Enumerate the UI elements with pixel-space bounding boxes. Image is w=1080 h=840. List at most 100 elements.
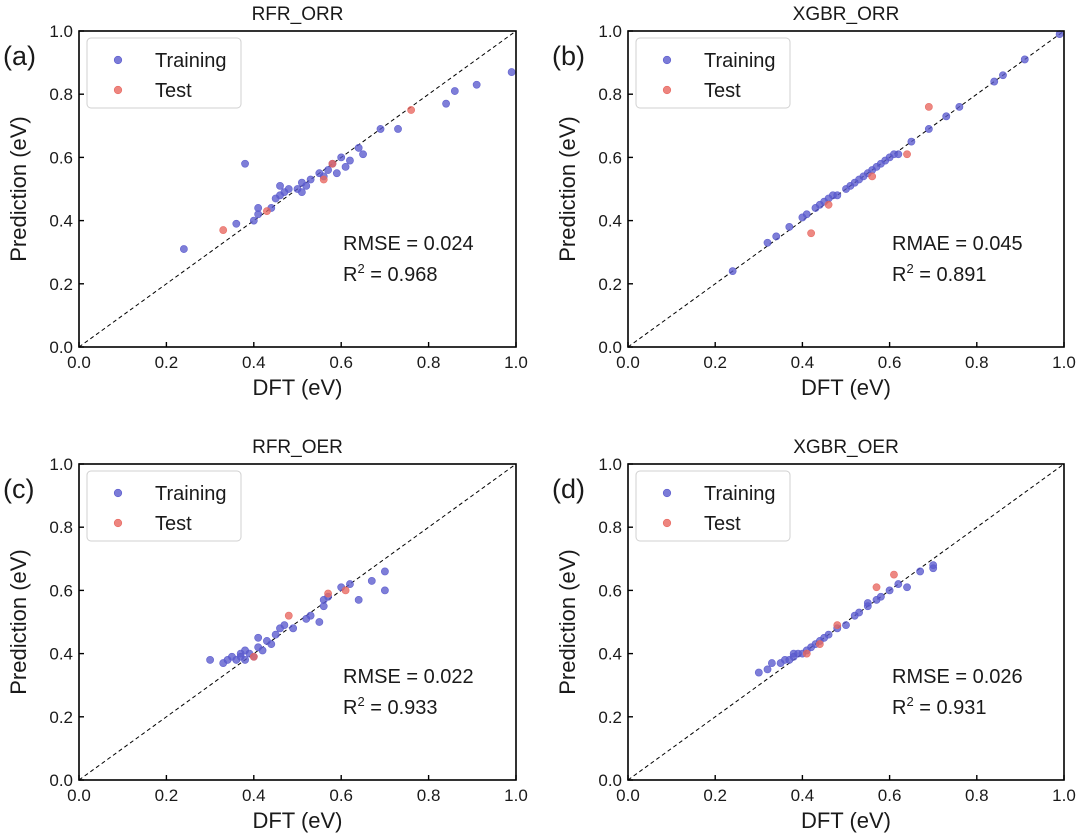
y-tick-label: 0.6 xyxy=(598,148,622,167)
panel-d: (d) XGBR_OER 0.0 0.2 0.4 0.6 0.8 1.0 0.0 0.2 0.4 0.… xyxy=(552,437,1076,833)
legend-marker-test xyxy=(113,85,123,95)
training-point xyxy=(394,125,402,133)
training-point xyxy=(332,169,341,178)
test-point xyxy=(341,586,350,595)
y-axis-label: Prediction (eV) xyxy=(555,116,580,262)
training-point xyxy=(306,611,315,620)
training-point xyxy=(249,216,258,225)
test-point xyxy=(924,102,933,111)
legend-label-training: Training xyxy=(155,50,227,72)
training-point xyxy=(271,630,280,639)
training-point xyxy=(833,191,842,200)
training-point xyxy=(297,188,306,197)
test-point xyxy=(249,652,258,661)
training-point xyxy=(802,210,811,219)
x-tick-label: 1.0 xyxy=(504,353,528,372)
training-point xyxy=(254,633,263,642)
test-point xyxy=(219,226,228,234)
y-tick-label: 0.8 xyxy=(598,518,622,537)
training-point xyxy=(999,71,1007,80)
training-point xyxy=(924,125,933,133)
y-tick-label: 0.4 xyxy=(598,645,622,664)
x-axis-label: DFT (eV) xyxy=(801,375,891,400)
y-axis-label: Prediction (eV) xyxy=(6,549,31,695)
legend-marker-training xyxy=(113,488,123,498)
legend-box xyxy=(635,37,791,109)
training-point xyxy=(894,150,903,159)
x-tick-label: 0.0 xyxy=(67,786,91,805)
y-tick-label: 0.6 xyxy=(49,148,73,167)
x-tick-label: 1.0 xyxy=(1052,786,1076,805)
panel-b: (b) XGBR_ORR 0.0 0.2 0.4 0.6 0.8 1.0 0.0 0.2 0.4 0.… xyxy=(552,4,1076,400)
training-point xyxy=(280,621,289,630)
y-tick-label: 0.4 xyxy=(49,212,73,231)
y-tick-label: 0.2 xyxy=(598,708,622,727)
training-point xyxy=(442,99,450,108)
x-tick-label: 0.2 xyxy=(703,786,727,805)
y-tick-label: 0.2 xyxy=(598,275,622,294)
plot-frame xyxy=(627,30,1065,348)
panel-a: (a) RFR_ORR 0.0 0.2 0.4 0.6 0.8 1.0 0.0 0.2 0.4 0.6… xyxy=(3,4,528,400)
x-tick-label: 0.4 xyxy=(791,353,815,372)
training-point xyxy=(306,175,315,184)
plot-frame xyxy=(627,463,1065,781)
legend-marker-training xyxy=(662,488,672,498)
training-point xyxy=(728,267,737,276)
panel-title: XGBR_ORR xyxy=(793,4,900,25)
x-tick-label: 0.8 xyxy=(965,353,989,372)
test-point xyxy=(319,175,328,184)
test-point xyxy=(815,640,824,649)
training-point xyxy=(254,204,263,212)
x-axis-label: DFT (eV) xyxy=(801,808,891,833)
r-squared: R2 = 0.933 xyxy=(343,694,438,719)
legend-box xyxy=(86,37,242,109)
x-tick-label: 0.0 xyxy=(616,786,640,805)
test-point xyxy=(903,150,911,159)
y-tick-label: 0.0 xyxy=(598,338,622,357)
x-tick-label: 0.6 xyxy=(329,786,353,805)
legend-label-test: Test xyxy=(704,513,741,535)
training-point xyxy=(267,640,276,649)
training-point xyxy=(894,580,903,588)
test-point xyxy=(833,621,842,630)
y-tick-label: 0.6 xyxy=(49,581,73,600)
error-metric: RMSE = 0.024 xyxy=(343,233,474,255)
x-tick-label: 0.8 xyxy=(417,353,441,372)
legend-label-training: Training xyxy=(704,483,776,505)
training-point xyxy=(346,156,354,165)
y-tick-label: 0.6 xyxy=(598,581,622,600)
x-tick-label: 0.8 xyxy=(965,786,989,805)
test-point xyxy=(824,200,833,209)
training-point xyxy=(341,162,350,171)
x-tick-label: 1.0 xyxy=(504,786,528,805)
y-tick-label: 0.8 xyxy=(49,85,73,104)
y-tick-label: 1.0 xyxy=(598,455,622,474)
legend-marker-training xyxy=(113,55,123,65)
legend-marker-training xyxy=(662,55,672,65)
training-point xyxy=(354,144,363,152)
training-point xyxy=(302,181,311,190)
training-point xyxy=(232,219,241,228)
legend-label-test: Test xyxy=(155,80,192,102)
training-point xyxy=(942,112,951,121)
training-point xyxy=(507,68,516,76)
training-point xyxy=(763,665,772,674)
legend-marker-test xyxy=(113,518,123,528)
x-tick-label: 1.0 xyxy=(1052,353,1076,372)
training-point xyxy=(885,586,894,595)
training-point xyxy=(276,181,284,190)
x-tick-label: 0.4 xyxy=(791,786,815,805)
training-point xyxy=(354,595,363,604)
test-point xyxy=(868,172,877,181)
test-point xyxy=(802,649,811,658)
training-point xyxy=(916,567,925,576)
legend-marker-test xyxy=(662,518,672,528)
y-tick-label: 0.0 xyxy=(598,771,622,790)
error-metric: RMAE = 0.045 xyxy=(892,233,1023,255)
training-point xyxy=(1020,55,1029,64)
plot-frame xyxy=(78,30,517,348)
panel-title: XGBR_OER xyxy=(793,437,899,458)
panel-letter: (b) xyxy=(552,41,585,71)
parity-line xyxy=(78,463,517,781)
training-point xyxy=(929,561,938,570)
